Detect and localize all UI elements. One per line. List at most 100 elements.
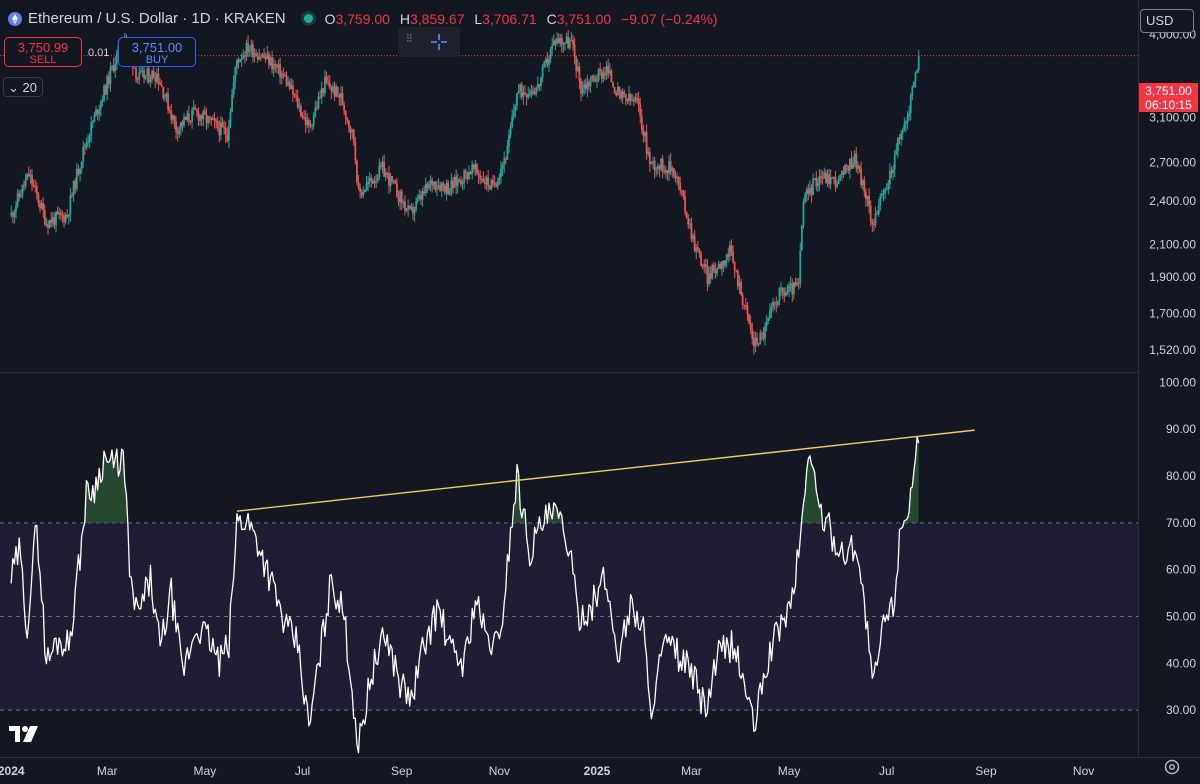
candle-body bbox=[775, 302, 778, 305]
candle-body bbox=[784, 292, 787, 296]
candle-body bbox=[480, 178, 483, 180]
candle-body bbox=[684, 195, 686, 212]
indicator-collapse-toggle[interactable]: ⌄ 20 bbox=[3, 77, 43, 97]
candle-body bbox=[330, 88, 333, 92]
symbol-title[interactable]: Ethereum / U.S. Dollar · 1D · KRAKEN bbox=[28, 10, 286, 27]
candle-body bbox=[588, 81, 590, 87]
floating-toolbar[interactable]: ⁝⁝ bbox=[398, 27, 460, 57]
candle-body bbox=[778, 288, 781, 301]
crosshair-icon[interactable] bbox=[430, 33, 448, 51]
candle-body bbox=[194, 107, 197, 110]
rsi-overbought-fill bbox=[236, 513, 241, 523]
sell-button[interactable]: 3,750.99 SELL bbox=[4, 37, 82, 67]
candle-body bbox=[450, 180, 453, 192]
candle-body bbox=[39, 203, 41, 209]
candle-body bbox=[685, 211, 688, 219]
rsi-axis[interactable]: 100.00 90.00 80.00 70.00 60.00 50.00 40.00 30.0… bbox=[1159, 375, 1196, 717]
candle-body bbox=[373, 180, 376, 184]
candle-body bbox=[152, 70, 155, 79]
rsi-trendline[interactable] bbox=[236, 429, 975, 512]
candle-body bbox=[317, 96, 320, 109]
candle-body bbox=[11, 212, 14, 217]
tradingview-logo-icon[interactable] bbox=[9, 726, 39, 742]
candle-body bbox=[469, 172, 472, 175]
rsi-pane[interactable] bbox=[0, 429, 1138, 754]
candle-body bbox=[839, 175, 842, 179]
candle-body bbox=[378, 165, 381, 178]
settings-gear-icon[interactable] bbox=[1163, 758, 1181, 776]
candle-body bbox=[760, 332, 763, 334]
panel-backgrounds bbox=[0, 0, 1200, 758]
candle-body bbox=[733, 261, 736, 271]
price-pane[interactable] bbox=[0, 30, 1138, 355]
candle-body bbox=[184, 116, 187, 120]
buy-button[interactable]: 3,751.00 BUY bbox=[118, 37, 196, 67]
candle-body bbox=[615, 93, 618, 96]
candle-body bbox=[845, 164, 848, 166]
candle-body bbox=[474, 164, 477, 170]
candle-body bbox=[498, 177, 501, 181]
candle-body bbox=[581, 88, 584, 94]
candle-body bbox=[676, 177, 678, 179]
candle-body bbox=[725, 254, 728, 261]
candle-body bbox=[87, 141, 89, 143]
time-tick-label: Jul bbox=[295, 764, 310, 778]
drag-handle-icon[interactable]: ⁝⁝ bbox=[406, 31, 413, 45]
time-tick-label: Nov bbox=[489, 764, 510, 778]
candle-body bbox=[621, 91, 624, 99]
candle-body bbox=[413, 208, 416, 214]
candle-body bbox=[562, 43, 565, 45]
candle-body bbox=[503, 158, 506, 165]
candle-body bbox=[360, 191, 363, 196]
candle-body bbox=[781, 287, 784, 293]
candle-body bbox=[828, 174, 830, 185]
candle-body bbox=[759, 332, 762, 345]
price-tick-label: 1,700.00 bbox=[1149, 306, 1196, 320]
candle-body bbox=[709, 273, 712, 279]
candle-body bbox=[695, 247, 698, 252]
candle-body bbox=[452, 180, 454, 188]
candle-body bbox=[701, 266, 704, 268]
candle-body bbox=[576, 66, 579, 72]
candle-body bbox=[75, 168, 78, 189]
candle-body bbox=[386, 172, 389, 174]
candle-body bbox=[816, 182, 819, 187]
candle-body bbox=[696, 247, 699, 251]
candle-body bbox=[195, 109, 198, 112]
candle-body bbox=[600, 70, 603, 79]
candle-body bbox=[663, 171, 666, 173]
candle-body bbox=[653, 160, 656, 171]
ohlc-open-value: 3,759.00 bbox=[335, 10, 390, 27]
candle-body bbox=[338, 93, 341, 99]
price-axis[interactable]: 4,000.003,100.002,700.002,400.002,100.00… bbox=[1149, 28, 1196, 357]
rsi-line[interactable] bbox=[10, 436, 920, 754]
currency-selector[interactable]: USD bbox=[1140, 9, 1194, 33]
candle-body bbox=[258, 56, 261, 60]
candle-body bbox=[780, 287, 782, 289]
candle-body bbox=[524, 92, 526, 95]
candle-body bbox=[890, 170, 893, 173]
candle-body bbox=[597, 69, 600, 81]
candle-body bbox=[884, 189, 887, 194]
candle-body bbox=[320, 88, 323, 98]
candle-body bbox=[271, 57, 273, 70]
time-axis[interactable]: 2024 Mar May Jul Sep Nov 2025 Mar May Jul Sep Nov bbox=[0, 764, 1094, 778]
candle-body bbox=[275, 65, 278, 68]
candle-body bbox=[362, 191, 365, 196]
candle-body bbox=[308, 120, 310, 126]
candle-body bbox=[266, 53, 269, 59]
candle-body bbox=[232, 81, 235, 95]
candle-body bbox=[197, 111, 200, 121]
ohlc-open-key: O bbox=[324, 10, 336, 27]
candle-body bbox=[664, 170, 667, 173]
candle-body bbox=[717, 263, 720, 269]
candle-body bbox=[207, 116, 209, 124]
candle-body bbox=[865, 191, 867, 200]
candle-body bbox=[77, 168, 80, 174]
candle-body bbox=[658, 165, 661, 170]
candle-body bbox=[645, 132, 648, 154]
candle-body bbox=[716, 268, 718, 274]
candle-body bbox=[407, 205, 410, 210]
candle-body bbox=[671, 168, 674, 172]
